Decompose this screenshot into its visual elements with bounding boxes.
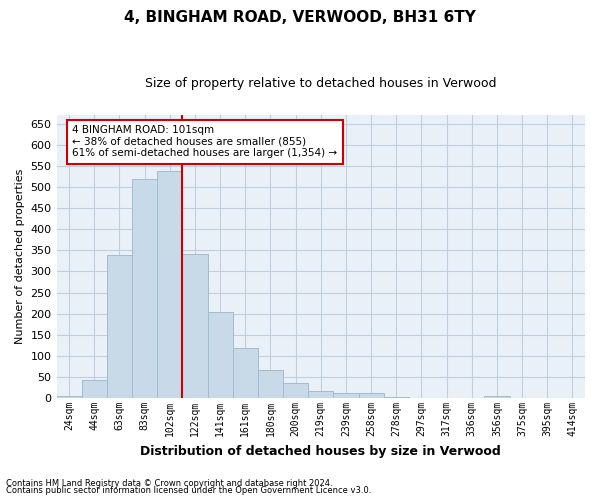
Bar [334,392,359,398]
Text: Contains public sector information licensed under the Open Government Licence v3: Contains public sector information licen… [6,486,371,495]
Bar [484,396,509,398]
Bar [233,348,258,398]
Bar [82,380,107,398]
X-axis label: Distribution of detached houses by size in Verwood: Distribution of detached houses by size … [140,444,501,458]
Bar [56,396,82,398]
Y-axis label: Number of detached properties: Number of detached properties [15,169,25,344]
Text: 4 BINGHAM ROAD: 101sqm
← 38% of detached houses are smaller (855)
61% of semi-de: 4 BINGHAM ROAD: 101sqm ← 38% of detached… [73,125,338,158]
Bar [208,312,233,398]
Bar [157,172,182,398]
Text: Contains HM Land Registry data © Crown copyright and database right 2024.: Contains HM Land Registry data © Crown c… [6,478,332,488]
Bar [107,254,132,398]
Bar [283,384,308,398]
Bar [132,178,157,398]
Bar [359,394,383,398]
Bar [383,397,409,398]
Bar [308,391,334,398]
Bar [182,254,208,398]
Text: 4, BINGHAM ROAD, VERWOOD, BH31 6TY: 4, BINGHAM ROAD, VERWOOD, BH31 6TY [124,10,476,25]
Bar [258,370,283,398]
Title: Size of property relative to detached houses in Verwood: Size of property relative to detached ho… [145,78,497,90]
